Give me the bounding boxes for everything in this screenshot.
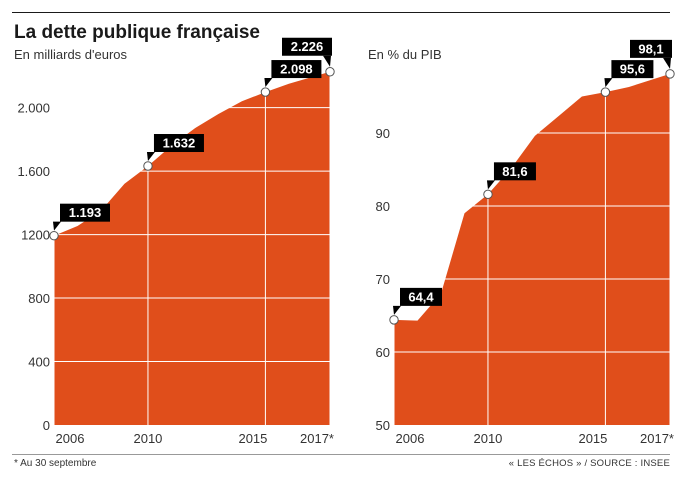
data-point-marker xyxy=(325,67,335,77)
x-tick-label: 2006 xyxy=(56,431,85,446)
y-tick-label: 1.600 xyxy=(17,164,50,179)
y-tick-label: 400 xyxy=(28,355,50,370)
annotation-label: 95,6 xyxy=(620,62,645,77)
annotation-box xyxy=(611,60,654,79)
annotation-box xyxy=(271,60,322,79)
annotation-box xyxy=(400,287,442,306)
data-point-marker xyxy=(143,161,153,171)
annotation-label: 98,1 xyxy=(638,41,663,56)
data-point-marker xyxy=(260,87,271,97)
y-tick-label: 0 xyxy=(43,418,50,433)
data-point-marker xyxy=(49,230,59,241)
annotation-label: 64,4 xyxy=(408,289,434,304)
data-point-marker xyxy=(483,189,493,200)
x-tick-label: 2015 xyxy=(238,431,267,446)
annotation-label: 81,6 xyxy=(502,164,527,179)
annotation-label: 2.098 xyxy=(280,62,313,77)
area-series-1 xyxy=(394,73,670,426)
annotation-box xyxy=(153,134,204,153)
y-tick-label: 80 xyxy=(376,199,390,214)
annotation-pointer xyxy=(53,221,61,231)
annotation-pointer xyxy=(264,78,273,88)
x-tick-label: 2006 xyxy=(396,431,425,446)
annotation-label: 1.632 xyxy=(163,136,196,151)
annotation-pointer xyxy=(323,55,331,67)
y-tick-label: 70 xyxy=(376,272,390,287)
x-tick-label: 2017* xyxy=(640,431,674,446)
annotation-pointer xyxy=(146,152,155,162)
y-tick-label: 800 xyxy=(28,291,50,306)
data-point-marker xyxy=(389,315,399,325)
x-tick-label: 2017* xyxy=(300,431,334,446)
data-point-marker xyxy=(665,69,675,79)
y-tick-label: 60 xyxy=(376,345,390,360)
y-tick-label: 90 xyxy=(376,126,390,141)
annotation-label: 1.193 xyxy=(69,205,102,220)
x-tick-label: 2015 xyxy=(578,431,607,446)
y-tick-label: 50 xyxy=(376,418,390,433)
bottom-rule xyxy=(12,454,670,455)
area-series-0 xyxy=(54,71,330,425)
page-title: La dette publique française xyxy=(14,22,260,43)
annotation-box xyxy=(282,37,332,56)
annotation-pointer xyxy=(393,305,401,315)
right-chart-subtitle: En % du PIB xyxy=(368,47,442,62)
source-credit: « LES ÉCHOS » / SOURCE : INSEE xyxy=(508,458,670,469)
annotation-box xyxy=(493,162,536,181)
data-point-marker xyxy=(600,87,611,97)
annotation-label: 2.226 xyxy=(291,39,324,54)
annotation-box xyxy=(630,39,672,58)
y-tick-label: 1200 xyxy=(21,228,50,243)
x-tick-label: 2010 xyxy=(473,431,502,446)
footnote: * Au 30 septembre xyxy=(14,458,97,469)
annotation-pointer xyxy=(663,57,671,69)
y-tick-label: 2.000 xyxy=(17,101,50,116)
x-tick-label: 2010 xyxy=(133,431,162,446)
left-chart-subtitle: En milliards d'euros xyxy=(14,47,128,62)
annotation-pointer xyxy=(486,180,495,190)
annotation-box xyxy=(60,203,110,222)
top-rule xyxy=(12,12,670,13)
annotation-pointer xyxy=(604,78,613,88)
